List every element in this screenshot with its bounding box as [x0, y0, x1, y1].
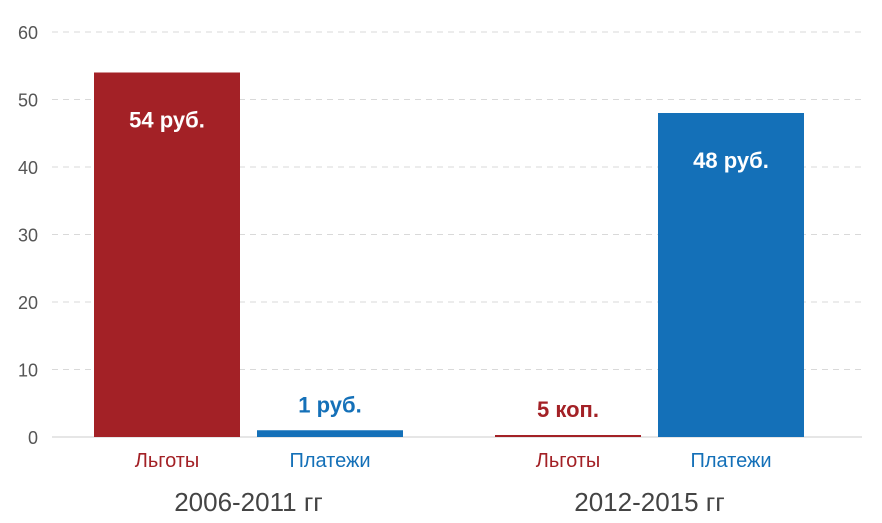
y-tick-label-30: 30 — [18, 226, 38, 246]
labels: 54 руб. Льготы 1 руб. Платежи 2006-2011 гг 5 … — [129, 108, 771, 518]
y-tick-label-10: 10 — [18, 361, 38, 381]
y-tick-label-20: 20 — [18, 293, 38, 313]
y-tick-label-60: 60 — [18, 23, 38, 43]
bar-value-label-1-2: 1 руб. — [298, 392, 361, 417]
group-label-2: 2012-2015 гг — [574, 487, 725, 517]
y-tick-label-40: 40 — [18, 158, 38, 178]
category-label-1-2: Платежи — [289, 450, 370, 472]
y-tick-label-50: 50 — [18, 91, 38, 111]
bar-1-1 — [94, 72, 240, 437]
bar-value-label-2-2: 48 руб. — [693, 148, 769, 173]
y-tick-label-0: 0 — [28, 428, 38, 448]
category-label-2-2: Платежи — [690, 450, 771, 472]
y-axis-ticks: 0 10 20 30 40 50 60 — [18, 23, 38, 448]
category-label-1-1: Льготы — [135, 450, 200, 472]
category-label-2-1: Льготы — [536, 450, 601, 472]
bars — [94, 72, 804, 437]
group-label-1: 2006-2011 гг — [174, 487, 323, 517]
bar-value-label-1-1: 54 руб. — [129, 108, 205, 133]
bar-2-1 — [495, 435, 641, 437]
bar-2-2 — [658, 113, 804, 437]
bar-1-2 — [257, 430, 403, 437]
bar-value-label-2-1: 5 коп. — [537, 397, 599, 422]
